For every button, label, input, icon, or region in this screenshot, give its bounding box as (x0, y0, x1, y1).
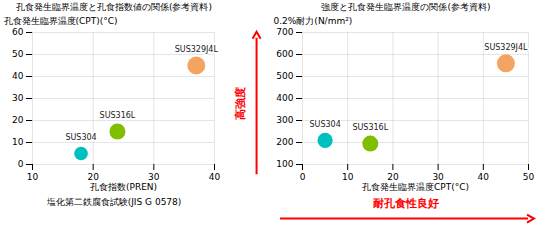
svg-text:SUS304: SUS304 (65, 133, 96, 142)
svg-text:高強度: 高強度 (234, 87, 247, 120)
svg-text:0: 0 (18, 159, 24, 169)
svg-text:40: 40 (478, 172, 490, 182)
svg-text:0: 0 (300, 172, 306, 182)
svg-text:400: 400 (276, 93, 293, 103)
svg-text:SUS329J4L: SUS329J4L (175, 45, 219, 54)
svg-text:600: 600 (276, 49, 293, 59)
svg-text:30: 30 (148, 172, 160, 182)
svg-text:300: 300 (276, 115, 293, 125)
svg-text:30: 30 (12, 93, 24, 103)
svg-text:孔食指数(PREN): 孔食指数(PREN) (90, 182, 157, 192)
svg-text:10: 10 (27, 172, 39, 182)
svg-text:50: 50 (12, 49, 24, 59)
svg-text:SUS304: SUS304 (309, 120, 340, 129)
svg-text:孔食発生臨界温度(CPT)(°C): 孔食発生臨界温度(CPT)(°C) (4, 16, 118, 26)
svg-text:20: 20 (387, 172, 399, 182)
svg-text:0.2%耐力(N/mm²): 0.2%耐力(N/mm²) (274, 16, 353, 26)
html-text:強度と孔食発生臨界温度の関係(参考資料): 強度と孔食発生臨界温度の関係(参考資料) (321, 2, 491, 12)
svg-text:100: 100 (276, 159, 293, 169)
svg-text:200: 200 (276, 137, 293, 147)
svg-text:SUS316L: SUS316L (100, 111, 136, 120)
svg-text:40: 40 (209, 172, 221, 182)
svg-text:10: 10 (12, 137, 24, 147)
svg-text:孔食発生臨界温度CPT(°C): 孔食発生臨界温度CPT(°C) (362, 182, 469, 192)
svg-text:SUS316L: SUS316L (352, 123, 388, 132)
svg-text:700: 700 (276, 27, 293, 37)
svg-text:10: 10 (342, 172, 354, 182)
svg-text:耐孔食性良好: 耐孔食性良好 (373, 197, 439, 210)
svg-text:50: 50 (523, 172, 535, 182)
svg-text:20: 20 (12, 115, 24, 125)
svg-text:500: 500 (276, 71, 293, 81)
svg-text:30: 30 (432, 172, 444, 182)
svg-text:40: 40 (12, 71, 24, 81)
svg-text:60: 60 (12, 27, 24, 37)
svg-text:20: 20 (87, 172, 99, 182)
html-text:塩化第二鉄腐食試験(JIS G 0578): 塩化第二鉄腐食試験(JIS G 0578) (46, 197, 182, 207)
svg-text:SUS329J4L: SUS329J4L (484, 43, 528, 52)
html-text:孔食発生臨界温度と孔食指数値の関係(参考資料): 孔食発生臨界温度と孔食指数値の関係(参考資料) (16, 2, 212, 12)
